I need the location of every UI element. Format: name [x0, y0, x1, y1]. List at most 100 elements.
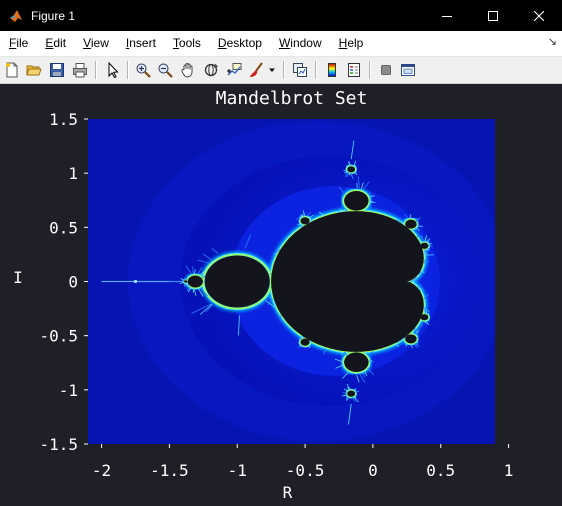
axes-area [88, 119, 495, 444]
bulb-interior [420, 314, 429, 321]
dendrite [346, 172, 350, 178]
dendrite [405, 343, 408, 347]
pan-button[interactable] [178, 60, 198, 80]
dock-arrow-icon[interactable]: ↘ [547, 36, 557, 48]
data-cursor-button[interactable] [224, 60, 244, 80]
dendrite [244, 234, 251, 249]
menu-window[interactable]: Window [270, 31, 330, 56]
brush-button[interactable] [246, 60, 266, 80]
edit-plot-button[interactable] [103, 60, 123, 80]
print-icon [73, 63, 87, 78]
brush-dropdown-button[interactable] [266, 60, 278, 80]
dendrite [202, 253, 212, 261]
insert-legend-button[interactable] [344, 60, 364, 80]
dendrite [185, 284, 189, 287]
bulb-interior [347, 390, 356, 397]
dendrite [198, 288, 204, 297]
zoom-in-icon [136, 63, 151, 78]
bulb-fringe [346, 165, 357, 174]
dendrite [413, 327, 416, 332]
bulb-interior [405, 334, 417, 344]
edit-plot-arrow-icon [108, 62, 119, 78]
menu-view-mnemonic: V [83, 36, 91, 50]
link-plot-button[interactable] [290, 60, 310, 80]
open-file-button[interactable] [24, 60, 44, 80]
dendrite [199, 270, 206, 276]
dendrite [359, 374, 366, 383]
dendrite [340, 351, 344, 355]
dendrite [273, 299, 277, 308]
dendrite [194, 269, 196, 274]
show-plot-tools-icon [401, 64, 415, 76]
dendrite [368, 200, 376, 203]
dendrite [343, 388, 349, 392]
chart-title: Mandelbrot Set [216, 88, 368, 109]
dendrite [338, 186, 346, 195]
dendrite [362, 181, 370, 191]
dendrite [368, 360, 375, 362]
dendrite [350, 173, 354, 180]
hide-plot-tools-button[interactable] [376, 60, 396, 80]
dendrite [427, 248, 430, 250]
dendrite [186, 278, 188, 281]
menu-insert-label-rest: nsert [129, 36, 156, 50]
menu-edit-label-rest: dit [53, 36, 67, 50]
dendrite [342, 208, 347, 212]
dendrite [186, 282, 189, 286]
dendrite [197, 267, 203, 275]
dendrite [410, 277, 417, 283]
mini-mandelbrot [133, 279, 138, 284]
menu-help[interactable]: Help [330, 31, 372, 56]
menu-window-mnemonic: W [278, 36, 291, 50]
menu-desktop-mnemonic: D [217, 36, 227, 50]
dendrite [426, 310, 430, 315]
menu-view-label-rest: iew [90, 36, 109, 50]
dendrite [335, 364, 344, 369]
bulb-fringe [342, 189, 370, 212]
dendrite [415, 227, 420, 232]
menu-insert[interactable]: Insert [117, 31, 164, 56]
dendrite [179, 281, 185, 285]
dendrite [417, 284, 422, 288]
menu-desktop[interactable]: Desktop [209, 31, 270, 56]
minimize-button[interactable] [424, 0, 470, 31]
window-title: Figure 1 [31, 8, 76, 23]
save-button[interactable] [47, 60, 67, 80]
figure-canvas[interactable]: Mandelbrot Set -2 -1.5 -1 -0.5 0 0.5 1 1.5 1 0.5 0 -… [0, 84, 562, 506]
insert-colorbar-button[interactable] [322, 60, 342, 80]
dendrite [425, 320, 430, 326]
rotate-3d-button[interactable] [201, 60, 221, 80]
dendrite [346, 396, 350, 401]
dendrite [272, 249, 281, 255]
dendrite [323, 347, 326, 355]
y-tick-label: 1 [68, 164, 78, 183]
bulb-fringe [404, 218, 418, 230]
dendrite [362, 372, 365, 378]
menu-tools[interactable]: Tools [164, 31, 209, 56]
y-tick-label: 1.5 [49, 110, 78, 129]
window-title-bar[interactable]: Figure 1 [0, 0, 562, 31]
menu-view[interactable]: View [74, 31, 117, 56]
x-tick-label: -1.5 [150, 461, 189, 480]
save-icon [50, 63, 64, 77]
close-button[interactable] [516, 0, 562, 31]
zoom-out-button[interactable] [155, 60, 175, 80]
dendrite [352, 397, 356, 403]
maximize-button[interactable] [470, 0, 516, 31]
show-plot-tools-button[interactable] [398, 60, 418, 80]
y-tick-label: 0.5 [49, 218, 78, 237]
menu-edit[interactable]: Edit [36, 31, 74, 56]
menu-file[interactable]: File [0, 31, 36, 56]
bulb-interior [184, 280, 188, 283]
bulb-interior [405, 219, 417, 229]
dendrite [306, 211, 311, 217]
toolbar-separator [315, 61, 317, 79]
x-axis-label: R [283, 483, 293, 502]
new-figure-button[interactable] [2, 60, 22, 80]
dendrite [395, 343, 400, 348]
zoom-in-button[interactable] [133, 60, 153, 80]
dendrite [426, 239, 428, 243]
pan-hand-icon [181, 63, 193, 78]
mandelbrot-plot[interactable]: Mandelbrot Set -2 -1.5 -1 -0.5 0 0.5 1 1.5 1 0.5 0 -… [0, 84, 562, 506]
print-button[interactable] [70, 60, 90, 80]
